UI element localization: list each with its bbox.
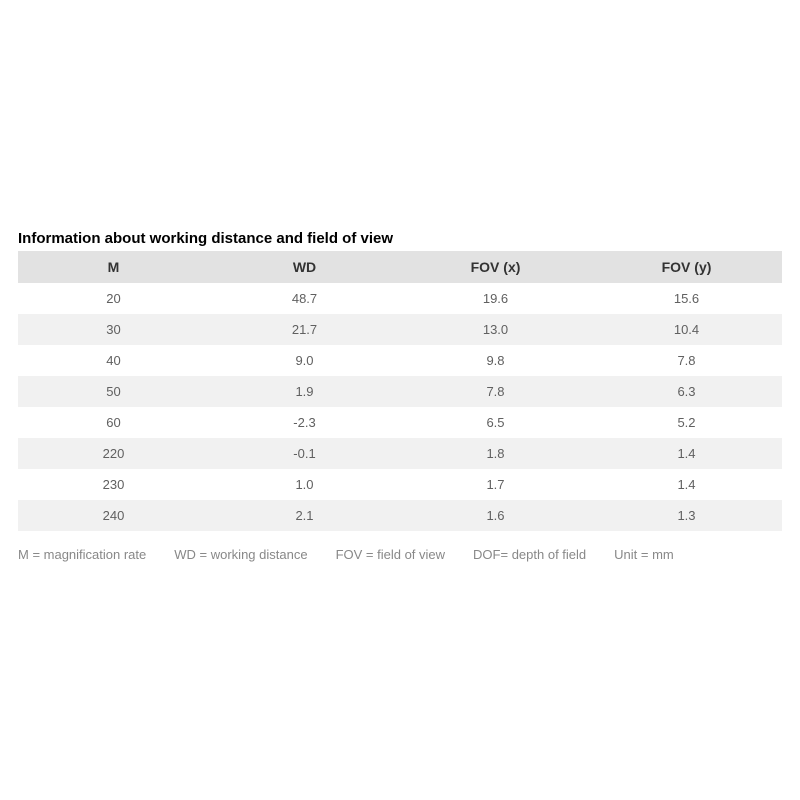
cell-fov-y: 5.2 [591, 407, 782, 438]
cell-wd: 1.0 [209, 469, 400, 500]
cell-fov-x: 19.6 [400, 283, 591, 314]
cell-wd: 48.7 [209, 283, 400, 314]
cell-fov-x: 9.8 [400, 345, 591, 376]
page: Information about working distance and f… [0, 0, 800, 800]
col-header-fov-y: FOV (y) [591, 251, 782, 283]
table-row: 30 21.7 13.0 10.4 [18, 314, 782, 345]
table-body: 20 48.7 19.6 15.6 30 21.7 13.0 10.4 40 9… [18, 283, 782, 531]
cell-wd: -2.3 [209, 407, 400, 438]
col-header-fov-x: FOV (x) [400, 251, 591, 283]
col-header-wd: WD [209, 251, 400, 283]
col-header-m: M [18, 251, 209, 283]
table-row: 20 48.7 19.6 15.6 [18, 283, 782, 314]
cell-fov-y: 15.6 [591, 283, 782, 314]
cell-m: 30 [18, 314, 209, 345]
cell-fov-y: 7.8 [591, 345, 782, 376]
table-row: 60 -2.3 6.5 5.2 [18, 407, 782, 438]
cell-m: 20 [18, 283, 209, 314]
cell-fov-y: 1.4 [591, 438, 782, 469]
cell-fov-y: 10.4 [591, 314, 782, 345]
legend: M = magnification rate WD = working dist… [18, 547, 782, 562]
cell-wd: -0.1 [209, 438, 400, 469]
cell-m: 60 [18, 407, 209, 438]
working-distance-table: M WD FOV (x) FOV (y) 20 48.7 19.6 15.6 3… [18, 251, 782, 531]
cell-fov-y: 6.3 [591, 376, 782, 407]
cell-m: 230 [18, 469, 209, 500]
legend-item-fov: FOV = field of view [336, 547, 445, 562]
cell-wd: 9.0 [209, 345, 400, 376]
cell-wd: 2.1 [209, 500, 400, 531]
table-row: 220 -0.1 1.8 1.4 [18, 438, 782, 469]
table-header: M WD FOV (x) FOV (y) [18, 251, 782, 283]
cell-fov-x: 13.0 [400, 314, 591, 345]
legend-item-wd: WD = working distance [174, 547, 307, 562]
table-row: 230 1.0 1.7 1.4 [18, 469, 782, 500]
legend-item-m: M = magnification rate [18, 547, 146, 562]
cell-wd: 21.7 [209, 314, 400, 345]
cell-fov-x: 7.8 [400, 376, 591, 407]
cell-fov-x: 1.6 [400, 500, 591, 531]
cell-fov-x: 1.7 [400, 469, 591, 500]
cell-fov-y: 1.3 [591, 500, 782, 531]
cell-m: 50 [18, 376, 209, 407]
cell-m: 40 [18, 345, 209, 376]
table-row: 40 9.0 9.8 7.8 [18, 345, 782, 376]
page-title: Information about working distance and f… [18, 230, 782, 247]
cell-fov-x: 1.8 [400, 438, 591, 469]
cell-m: 220 [18, 438, 209, 469]
legend-item-dof: DOF= depth of field [473, 547, 586, 562]
cell-fov-y: 1.4 [591, 469, 782, 500]
table-row: 240 2.1 1.6 1.3 [18, 500, 782, 531]
legend-item-unit: Unit = mm [614, 547, 674, 562]
cell-m: 240 [18, 500, 209, 531]
table-row: 50 1.9 7.8 6.3 [18, 376, 782, 407]
cell-fov-x: 6.5 [400, 407, 591, 438]
cell-wd: 1.9 [209, 376, 400, 407]
